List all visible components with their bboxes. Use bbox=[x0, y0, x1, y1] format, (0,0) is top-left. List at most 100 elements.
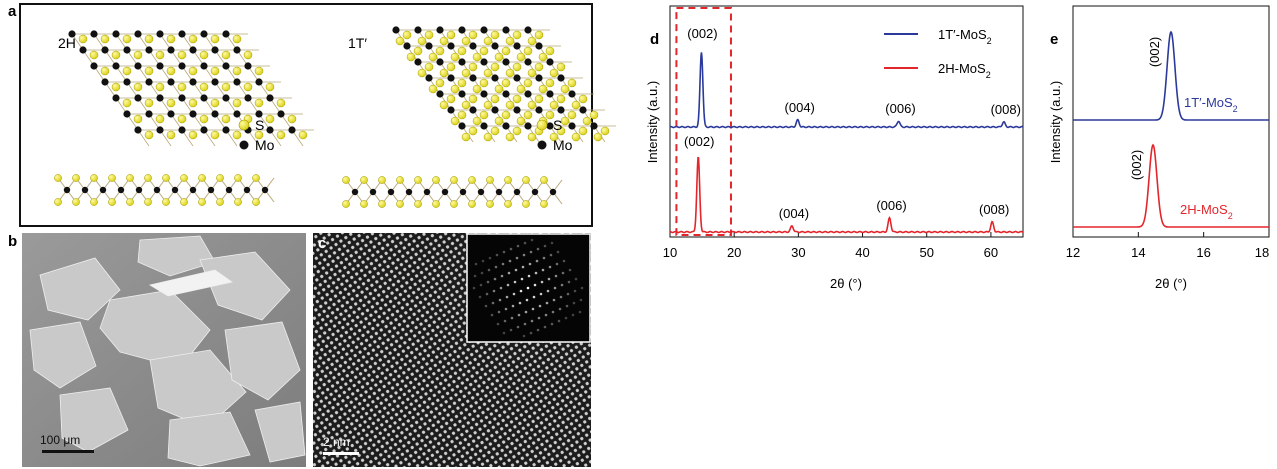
panel-letter-c: c bbox=[318, 235, 326, 252]
mo-atom bbox=[222, 94, 230, 102]
mo-atom bbox=[480, 90, 488, 98]
legend-label-2h: 2H-MoS2 bbox=[938, 61, 991, 80]
panel-b: b 100 μm bbox=[8, 233, 306, 467]
sulfur-atom bbox=[265, 82, 275, 92]
sulfur-atom bbox=[133, 50, 143, 60]
sulfur-atom bbox=[567, 78, 577, 88]
mo-atom bbox=[535, 106, 543, 114]
lattice-2h-side-view bbox=[54, 174, 275, 206]
y-axis-label-e: Intensity (a.u.) bbox=[1048, 81, 1063, 163]
mo-atom bbox=[480, 58, 488, 66]
sulfur-atom bbox=[549, 100, 559, 110]
sulfur-atom bbox=[177, 114, 187, 124]
sulfur-atom bbox=[538, 84, 548, 94]
mo-atom bbox=[546, 90, 554, 98]
mo-atom bbox=[145, 110, 153, 118]
mo-atom bbox=[414, 26, 422, 34]
x-tick-label: 30 bbox=[791, 245, 805, 260]
peak-label: (006) bbox=[876, 198, 906, 213]
mo-atom bbox=[458, 122, 466, 130]
mo-atom bbox=[178, 62, 186, 70]
mo-atom bbox=[156, 30, 164, 38]
mo-atom bbox=[447, 106, 455, 114]
sulfur-atom bbox=[111, 82, 121, 92]
sulfur-atom bbox=[417, 36, 427, 46]
sulfur-atom bbox=[450, 52, 460, 62]
sulfur-atom bbox=[155, 82, 165, 92]
sulfur-atom bbox=[512, 62, 522, 72]
label-2h: 2H bbox=[58, 35, 76, 51]
sulfur-atom bbox=[479, 78, 489, 88]
sulfur-atom bbox=[545, 110, 555, 120]
sulfur-atom bbox=[527, 100, 537, 110]
sulfur-atom bbox=[556, 62, 566, 72]
mo-atom bbox=[502, 26, 510, 34]
fft-inset bbox=[466, 233, 591, 343]
sulfur-atom bbox=[457, 110, 467, 120]
sulfur-atom bbox=[435, 78, 445, 88]
mo-atom bbox=[546, 58, 554, 66]
sulfur-atom bbox=[512, 126, 522, 136]
sulfur-atom bbox=[560, 84, 570, 94]
mo-atom bbox=[502, 122, 510, 130]
sulfur-atom bbox=[188, 66, 198, 76]
mo-atom bbox=[178, 30, 186, 38]
sulfur-atom bbox=[578, 94, 588, 104]
sulfur-atom bbox=[276, 98, 286, 108]
peak-label: (002) bbox=[1147, 37, 1162, 67]
mo-atom bbox=[425, 74, 433, 82]
sulfur-atom bbox=[406, 52, 416, 62]
sulfur-atom bbox=[417, 68, 427, 78]
mo-atom bbox=[458, 90, 466, 98]
sulfur-atom bbox=[505, 132, 515, 142]
sulfur-atom bbox=[111, 50, 121, 60]
sulfur-atom bbox=[523, 46, 533, 56]
sulfur-atom bbox=[505, 68, 515, 78]
mo-atom bbox=[436, 58, 444, 66]
mo-atom bbox=[469, 74, 477, 82]
mo-atom bbox=[425, 42, 433, 50]
mo-atom bbox=[557, 106, 565, 114]
sulfur-atom bbox=[461, 132, 471, 142]
sulfur-atom bbox=[446, 94, 456, 104]
peak-label: (006) bbox=[885, 101, 915, 116]
x-tick-label: 14 bbox=[1131, 245, 1145, 260]
mo-atom bbox=[546, 122, 554, 130]
sulfur-atom bbox=[472, 84, 482, 94]
sulfur-atom bbox=[188, 98, 198, 108]
sulfur-atom bbox=[468, 126, 478, 136]
sulfur-atom bbox=[166, 98, 176, 108]
mo-atom bbox=[211, 110, 219, 118]
mo-atom bbox=[222, 62, 230, 70]
plot-frame-e bbox=[1072, 5, 1270, 238]
mo-atom bbox=[480, 122, 488, 130]
x-axis-d: 10 20 30 40 50 60 bbox=[663, 232, 998, 260]
mo-atom bbox=[502, 90, 510, 98]
sulfur-atom bbox=[199, 82, 209, 92]
sulfur-atom bbox=[243, 50, 253, 60]
sulfur-atom bbox=[479, 46, 489, 56]
sulfur-atom bbox=[490, 62, 500, 72]
sulfur-atom bbox=[265, 114, 275, 124]
sulfur-atom bbox=[501, 46, 511, 56]
sulfur-atom bbox=[527, 36, 537, 46]
peak-labels-d: (002) (004) (006) (008) (002) (004) (006) (008) bbox=[684, 26, 1021, 221]
sulfur-atom bbox=[483, 100, 493, 110]
sulfur-atom bbox=[523, 78, 533, 88]
mo-atom bbox=[568, 122, 576, 130]
sulfur-atom bbox=[461, 100, 471, 110]
sem-scale-bar bbox=[42, 450, 94, 453]
mo-atom bbox=[156, 62, 164, 70]
mo-atom bbox=[513, 106, 521, 114]
sulfur-atom bbox=[545, 46, 555, 56]
sulfur-atom bbox=[523, 110, 533, 120]
sulfur-atom bbox=[439, 100, 449, 110]
mo-atom bbox=[447, 74, 455, 82]
sulfur-atom bbox=[100, 34, 110, 44]
x-tick-label: 16 bbox=[1196, 245, 1210, 260]
panel-c: c 2 nm bbox=[313, 233, 591, 467]
mo-atom bbox=[134, 30, 142, 38]
peak-label: (004) bbox=[779, 206, 809, 221]
sulfur-atom bbox=[428, 84, 438, 94]
